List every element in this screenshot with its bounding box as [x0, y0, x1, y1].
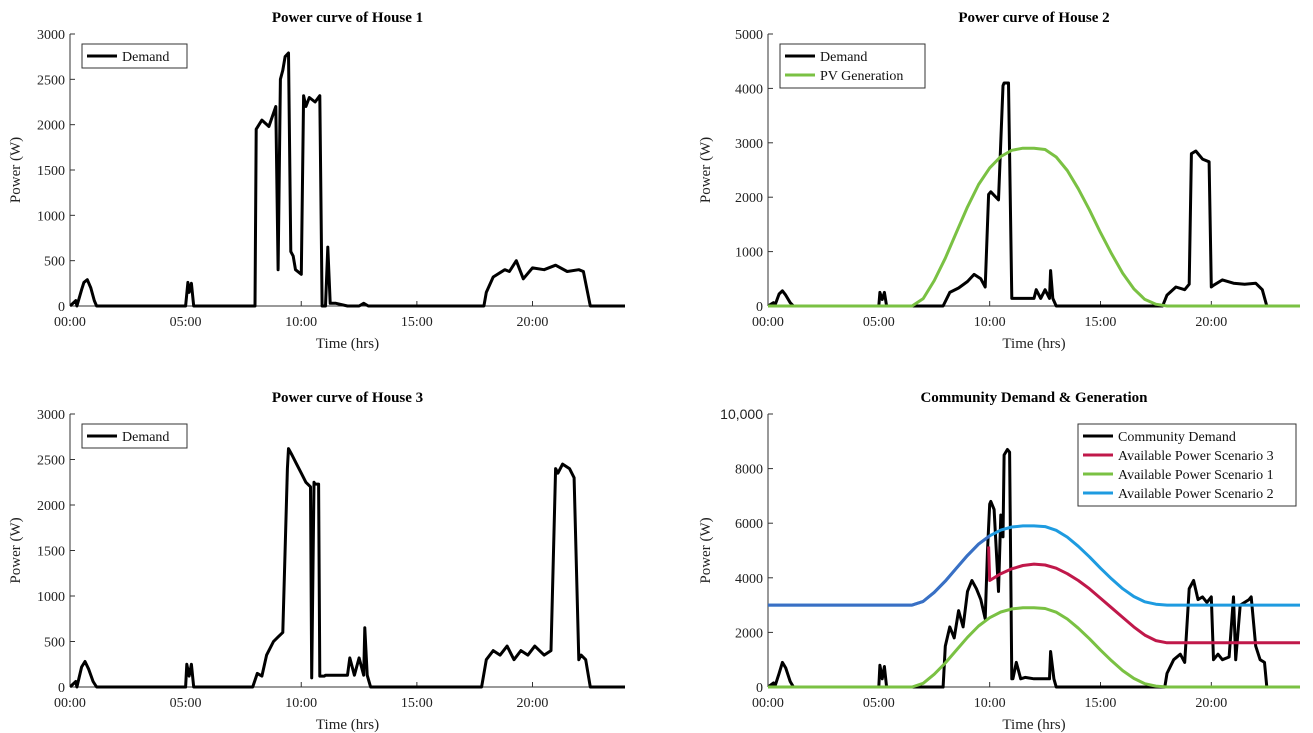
y-tick-label: 2000 — [37, 499, 65, 514]
y-tick-label: 2500 — [37, 454, 65, 469]
series-line-community-demand — [768, 448, 1300, 689]
chart-panel-house-2: Power curve of House 2 0 1000 2000 3000 4000 5… — [660, 0, 1313, 366]
x-tick-label: 10:00 — [285, 315, 317, 330]
y-axis-label: Power (W) — [8, 137, 24, 203]
x-tick-label: 20:00 — [1195, 315, 1227, 330]
y-tick-label: 2000 — [735, 191, 763, 206]
chart-panel-house-3: Power curve of House 3 0 500 1000 1500 2000 25… — [0, 380, 640, 733]
chart-svg: Power curve of House 1 0 500 1000 1500 2000 25… — [8, 10, 625, 352]
x-axis-label: Time (hrs) — [1002, 336, 1065, 352]
x-tick-label: 15:00 — [1085, 696, 1117, 711]
chart-panel-community: Community Demand & Generation 0 2000 4000 60… — [660, 380, 1313, 733]
chart-title: Power curve of House 1 — [272, 10, 423, 26]
x-axis-label: Time (hrs) — [1002, 717, 1065, 733]
y-tick-label: 1500 — [37, 545, 65, 560]
x-tick-label: 10:00 — [974, 315, 1006, 330]
legend-label: Demand — [122, 430, 169, 445]
y-tick-label: 1500 — [37, 164, 65, 179]
y-axis-label: Power (W) — [698, 137, 714, 203]
y-tick-label: 1000 — [735, 246, 763, 261]
legend-label: PV Generation — [820, 69, 903, 84]
chart-panel-house-1: Power curve of House 1 0 500 1000 1500 2000 25… — [0, 0, 640, 366]
legend-label: Available Power Scenario 1 — [1118, 468, 1274, 483]
y-tick-label: 0 — [58, 681, 65, 696]
x-tick-label: 10:00 — [285, 696, 317, 711]
y-tick-label: 8000 — [735, 463, 763, 478]
x-tick-label: 20:00 — [517, 696, 549, 711]
x-tick-label: 05:00 — [170, 315, 202, 330]
y-tick-label: 4000 — [735, 82, 763, 97]
x-tick-label: 05:00 — [863, 696, 895, 711]
y-tick-label: 10,000 — [720, 406, 763, 422]
y-tick-label: 6000 — [735, 517, 763, 532]
legend-box — [1077, 423, 1297, 507]
y-tick-label: 5000 — [735, 28, 763, 43]
y-tick-label: 0 — [756, 681, 763, 696]
series-line-pv-generation — [768, 146, 1300, 308]
legend: Demand — [81, 43, 188, 69]
legend-label: Available Power Scenario 2 — [1118, 487, 1274, 502]
x-tick-label: 10:00 — [974, 696, 1006, 711]
y-tick-label: 3000 — [735, 137, 763, 152]
y-tick-label: 4000 — [735, 572, 763, 587]
chart-title: Power curve of House 3 — [272, 390, 423, 406]
legend-label: Community Demand — [1118, 430, 1236, 445]
chart-svg: Power curve of House 2 0 1000 2000 3000 4000 5… — [698, 10, 1300, 352]
y-tick-label: 500 — [44, 636, 65, 651]
x-tick-label: 15:00 — [401, 696, 433, 711]
y-tick-label: 3000 — [37, 28, 65, 43]
chart-title: Power curve of House 2 — [958, 10, 1109, 26]
legend: Community Demand Available Power Scenario… — [1077, 423, 1297, 507]
axes — [69, 34, 625, 307]
legend-box — [779, 43, 926, 89]
y-tick-label: 500 — [44, 255, 65, 270]
x-tick-label: 00:00 — [54, 315, 86, 330]
y-tick-label: 0 — [756, 300, 763, 315]
y-axis-label: Power (W) — [698, 517, 714, 583]
x-tick-label: 05:00 — [863, 315, 895, 330]
series-line-available-power-scenario-3 — [987, 546, 1300, 645]
y-tick-label: 2000 — [37, 119, 65, 134]
y-tick-label: 2000 — [735, 626, 763, 641]
y-tick-label: 1000 — [37, 209, 65, 224]
y-axis-label: Power (W) — [8, 517, 24, 583]
x-tick-label: 00:00 — [752, 315, 784, 330]
legend-label: Demand — [122, 50, 169, 65]
x-tick-label: 00:00 — [752, 696, 784, 711]
x-tick-label: 20:00 — [517, 315, 549, 330]
series-line-demand — [70, 447, 625, 689]
axes — [69, 414, 625, 688]
x-tick-label: 15:00 — [1085, 315, 1117, 330]
y-tick-label: 2500 — [37, 73, 65, 88]
x-tick-label: 15:00 — [401, 315, 433, 330]
chart-svg: Power curve of House 3 0 500 1000 1500 2000 25… — [8, 390, 625, 733]
chart-title: Community Demand & Generation — [920, 390, 1148, 406]
x-axis-label: Time (hrs) — [316, 717, 379, 733]
y-tick-label: 0 — [58, 300, 65, 315]
y-tick-label: 3000 — [37, 408, 65, 423]
chart-svg: Community Demand & Generation 0 2000 4000 60… — [698, 390, 1300, 733]
legend-label: Available Power Scenario 3 — [1118, 449, 1274, 464]
series-line-available-power-scenario-1 — [768, 606, 1300, 689]
legend: Demand — [81, 423, 188, 449]
x-tick-label: 20:00 — [1195, 696, 1227, 711]
series-line-demand — [70, 51, 625, 308]
legend-label: Demand — [820, 50, 867, 65]
y-tick-label: 1000 — [37, 590, 65, 605]
x-tick-label: 05:00 — [170, 696, 202, 711]
series-overlap-segment — [768, 534, 991, 607]
series-line-demand — [768, 81, 1300, 308]
x-tick-label: 00:00 — [54, 696, 86, 711]
legend: Demand PV Generation — [779, 43, 926, 89]
x-axis-label: Time (hrs) — [316, 336, 379, 352]
